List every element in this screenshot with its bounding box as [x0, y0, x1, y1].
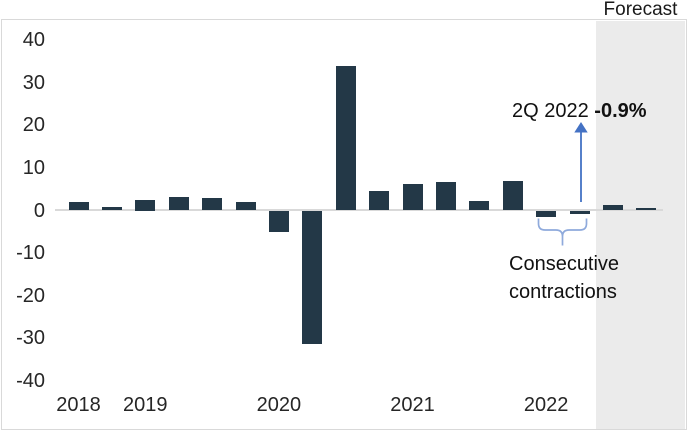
bar-4q-2022 [636, 207, 657, 211]
bar-4q-2019 [235, 201, 256, 211]
bar-1q-2021 [402, 183, 423, 211]
bar-4q-2018 [101, 207, 122, 211]
x-tick-label-2021: 2021 [390, 394, 435, 416]
y-tick-label: 40 [22, 29, 45, 51]
bar-1q-2019 [135, 199, 156, 211]
x-tick-label-2019: 2019 [123, 394, 168, 416]
q2-2022-annotation-prefix: 2Q 2022 [512, 100, 595, 122]
y-tick-label: 10 [22, 156, 45, 179]
y-tick-label: -40 [16, 370, 45, 392]
bar-2q-2022 [569, 210, 590, 215]
bar-4q-2021 [502, 181, 523, 211]
y-tick-label: 30 [22, 71, 45, 94]
bar-2q-2020 [302, 210, 323, 345]
q2-2022-annotation-value: -0.9% [594, 100, 647, 122]
x-tick-label-2018: 2018 [56, 394, 101, 416]
bar-3q-2020 [335, 66, 356, 211]
y-tick-label: -20 [16, 284, 45, 307]
bar-1q-2020 [268, 210, 289, 233]
bar-3q-2018 [68, 201, 89, 211]
y-tick-label: -10 [16, 242, 45, 265]
y-tick-label: 0 [33, 199, 45, 222]
chart-plot-border [1, 19, 687, 430]
y-tick-label: 20 [22, 114, 45, 137]
consecutive-contractions-label: Consecutive contractions [509, 250, 619, 306]
bar-3q-2022 [602, 204, 623, 211]
y-tick-label: -30 [16, 327, 45, 350]
x-tick-label-2020: 2020 [256, 394, 302, 416]
bar-3q-2021 [469, 200, 490, 211]
q2-2022-annotation: 2Q 2022 -0.9% [512, 101, 647, 122]
bar-1q-2022 [536, 210, 557, 218]
forecast-label: Forecast [603, 0, 678, 20]
bar-4q-2020 [369, 191, 390, 211]
bar-2q-2019 [168, 196, 189, 211]
consecutive-contractions-line1: Consecutive [509, 253, 620, 275]
bar-3q-2019 [202, 198, 223, 211]
bar-2q-2021 [435, 181, 456, 211]
x-tick-label-2022: 2022 [523, 394, 569, 416]
zero-axis-line [55, 209, 663, 211]
forecast-shaded-region [596, 21, 685, 429]
consecutive-contractions-line2: contractions [509, 281, 617, 303]
